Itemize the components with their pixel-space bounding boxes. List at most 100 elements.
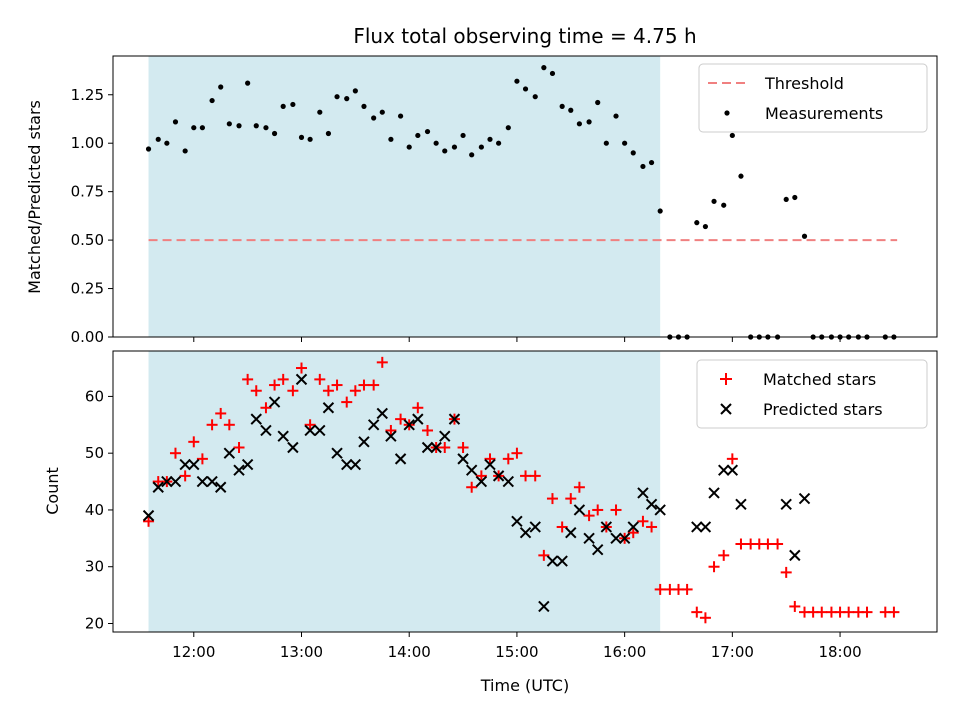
- predicted-star-point: [691, 521, 703, 533]
- predicted-star-point: [179, 458, 191, 471]
- measurement-point: [603, 140, 609, 146]
- predicted-star-point: [708, 487, 720, 499]
- measurement-point: [325, 130, 332, 137]
- matched-star-point: [691, 606, 703, 618]
- matched-star-point: [627, 527, 639, 539]
- matched-star-point: [188, 436, 200, 448]
- measurement-point: [532, 94, 538, 100]
- matched-star-point: [637, 515, 649, 527]
- measurement-point: [280, 103, 286, 109]
- predicted-star-point: [529, 521, 541, 533]
- matched-star-point: [269, 379, 281, 391]
- legend-measurements-label: Measurements: [765, 104, 883, 123]
- matched-star-point: [646, 521, 658, 533]
- matched-star-point: [475, 470, 487, 482]
- matched-star-point: [573, 481, 585, 493]
- predicted-star-point: [645, 498, 658, 510]
- matched-star-point: [233, 442, 245, 454]
- predicted-star-point: [349, 458, 362, 471]
- chart-title: Flux total observing time = 4.75 h: [353, 24, 696, 48]
- matched-star-point: [169, 447, 181, 459]
- matched-star-point: [349, 385, 361, 397]
- measurement-point: [721, 202, 727, 208]
- matched-star-point: [699, 612, 711, 624]
- measurement-point: [738, 173, 744, 179]
- predicted-star-point: [412, 413, 424, 425]
- predicted-star-point: [600, 521, 613, 533]
- predicted-star-point: [304, 424, 316, 437]
- measurement-point: [191, 125, 197, 131]
- measurement-point: [801, 233, 808, 239]
- predicted-star-point: [287, 441, 299, 454]
- matched-star-point: [610, 504, 622, 516]
- matched-star-point: [341, 396, 353, 408]
- measurement-point: [549, 70, 556, 77]
- predicted-star-point: [511, 515, 523, 528]
- matched-star-point: [726, 453, 738, 465]
- matched-star-point: [412, 402, 424, 414]
- predicted-star-point: [250, 413, 262, 425]
- predicted-star-point: [627, 521, 639, 533]
- matched-star-point: [681, 583, 693, 595]
- matched-star-point: [484, 453, 496, 465]
- predicted-star-point: [556, 555, 568, 567]
- matched-star-point: [502, 453, 514, 465]
- matched-star-point: [780, 566, 792, 578]
- matched-star-point: [304, 419, 316, 431]
- matched-star-point: [295, 362, 307, 374]
- predicted-star-point: [591, 543, 604, 556]
- measurement-point: [388, 136, 394, 142]
- predicted-star-point: [789, 549, 801, 562]
- predicted-star-point: [206, 475, 218, 488]
- predicted-star-point: [233, 464, 245, 476]
- legend-matched-label: Matched stars: [763, 370, 876, 389]
- measurement-point: [640, 163, 646, 170]
- predicted-star-point: [546, 555, 559, 567]
- y-tick-label: 1.25: [71, 86, 104, 104]
- measurement-point: [496, 140, 502, 146]
- measurement-point: [236, 123, 242, 129]
- measurement-point: [307, 136, 313, 142]
- legend-matched-swatch: [720, 373, 732, 385]
- top-x-axis-ticks: [193, 337, 841, 342]
- predicted-star-point: [654, 504, 666, 516]
- predicted-star-point: [699, 521, 712, 533]
- measurement-point: [460, 132, 466, 139]
- predicted-star-point: [798, 492, 811, 505]
- matched-star-point: [538, 549, 550, 561]
- matched-star-point: [277, 373, 289, 385]
- predicted-star-point: [358, 436, 370, 448]
- predicted-star-point: [718, 464, 730, 476]
- matched-star-point: [861, 606, 873, 618]
- matched-star-point: [206, 419, 218, 431]
- measurement-point: [729, 132, 735, 139]
- matched-star-point: [179, 470, 191, 482]
- predicted-star-point: [295, 373, 308, 386]
- predicted-star-point: [573, 504, 586, 516]
- matched-star-point: [358, 379, 370, 391]
- predicted-star-point: [421, 441, 434, 454]
- measurement-point: [415, 132, 421, 139]
- matched-star-point: [439, 442, 451, 454]
- matched-star-point: [762, 538, 774, 550]
- predicted-star-point: [376, 407, 388, 420]
- measurement-point: [576, 121, 582, 127]
- matched-star-point: [843, 606, 855, 618]
- matched-star-point: [708, 561, 720, 573]
- measurement-point: [711, 198, 717, 204]
- measurement-point: [630, 150, 636, 156]
- matched-star-point: [395, 413, 407, 425]
- matched-star-point: [368, 379, 380, 391]
- bottom-y-axis-ticks: 20 30 40 50 60: [85, 387, 113, 632]
- predicted-star-point: [538, 600, 550, 613]
- y-tick-label: 30: [85, 558, 104, 576]
- predicted-star-point: [152, 481, 164, 493]
- measurement-point: [648, 159, 655, 166]
- matched-star-point: [556, 521, 568, 533]
- measurement-point: [657, 208, 663, 214]
- top-y-axis-ticks: 0.00 0.25 0.50 0.75 1.00 1.25: [71, 86, 113, 346]
- top-y-axis-label: Matched/Predicted stars: [25, 100, 44, 294]
- y-tick-label: 0.75: [71, 183, 104, 201]
- predicted-star-point: [142, 509, 155, 522]
- predicted-star-point: [331, 447, 343, 459]
